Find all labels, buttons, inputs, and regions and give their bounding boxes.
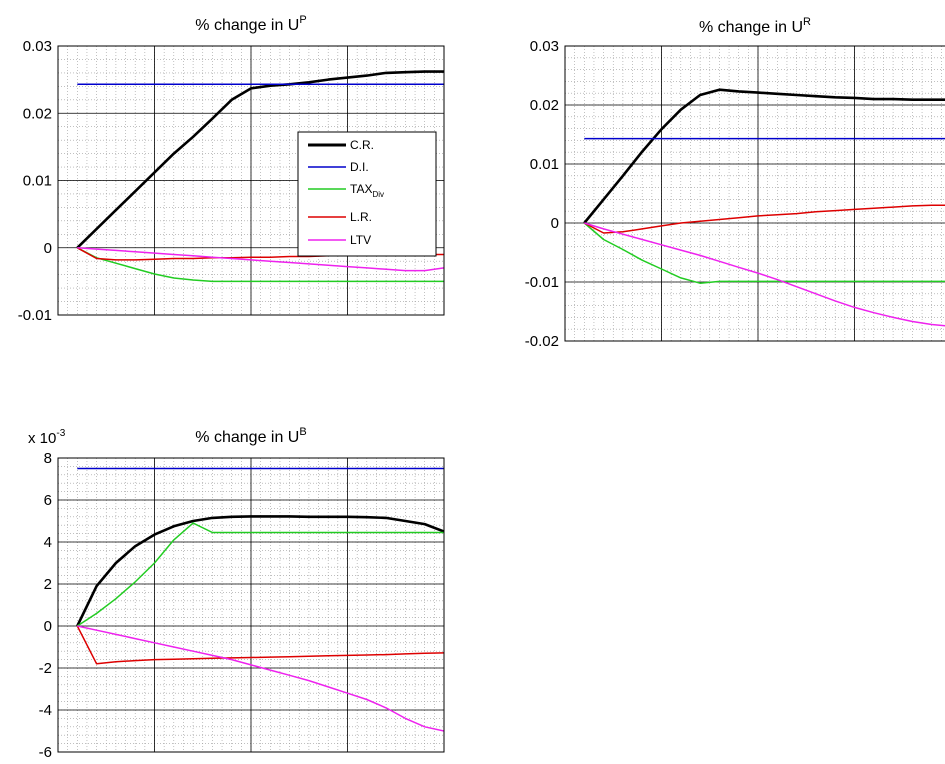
series-line-ltv (584, 222, 945, 327)
y-tick-label: -4 (39, 702, 52, 719)
y-tick-label: 0 (44, 240, 52, 257)
series-group (76, 70, 444, 283)
y-tick-label: 0.03 (23, 38, 52, 55)
chart-panel-ur: -0.02 -0.01 0 0.01 0.02 0.03 % change in UR (525, 16, 945, 350)
y-ticks: -0.01 0 0.01 0.02 0.03 (18, 38, 52, 324)
y-tick-label: 2 (44, 576, 52, 593)
y-tick-label: 6 (44, 492, 52, 509)
y-tick-label: -6 (39, 744, 52, 761)
legend: C.R. D.I. TAXDiv L.R. LTV (297, 131, 437, 257)
legend-label-lr: L.R. (350, 210, 372, 224)
series-line-c-r (76, 515, 444, 627)
plot-frame (57, 457, 445, 753)
y-tick-label: 0 (551, 215, 559, 232)
grid (565, 46, 945, 341)
legend-label-cr: C.R. (350, 138, 374, 152)
series-line-c-r (76, 70, 444, 249)
y-tick-label: -0.02 (525, 333, 559, 350)
series-line-ltv (77, 247, 444, 272)
grid (58, 458, 444, 752)
series-line-ltv (77, 625, 444, 732)
y-tick-label: 4 (44, 534, 52, 551)
y-tick-label: 0.02 (23, 105, 52, 122)
series-line-c-r (583, 88, 945, 224)
plot-frame (564, 45, 945, 342)
legend-label-di: D.I. (350, 160, 369, 174)
series-line-tax (583, 222, 945, 284)
y-tick-label: 0.01 (530, 156, 559, 173)
y-tick-label: 8 (44, 450, 52, 467)
series-line-tax (76, 522, 444, 627)
series-line-tax (76, 247, 444, 283)
y-tick-label: -0.01 (18, 307, 52, 324)
y-tick-label: 0.03 (530, 38, 559, 55)
series-line-l-r (583, 204, 945, 234)
series-group (583, 88, 945, 327)
y-ticks: -0.02 -0.01 0 0.01 0.02 0.03 (525, 38, 559, 350)
y-ticks: -6 -4 -2 0 2 4 6 8 (39, 450, 52, 761)
plot-frame (57, 45, 445, 316)
y-tick-label: 0.02 (530, 97, 559, 114)
legend-label-tax: TAXDiv (350, 182, 384, 199)
chart-title: % change in UP (195, 14, 306, 34)
y-tick-label: -0.01 (525, 274, 559, 291)
chart-title: % change in UR (699, 16, 811, 36)
series-line-l-r (76, 625, 444, 665)
y-tick-label: 0.01 (23, 173, 52, 190)
legend-box (297, 131, 437, 257)
y-tick-label: 0 (44, 618, 52, 635)
y-tick-label: -2 (39, 660, 52, 677)
chart-panel-up: -0.01 0 0.01 0.02 0.03 % change in UP C.R. D… (18, 14, 445, 324)
series-group (76, 467, 444, 732)
chart-title: % change in UB (195, 426, 306, 446)
y-axis-multiplier: x 10-3 (28, 428, 66, 447)
legend-label-ltv: LTV (350, 233, 371, 247)
chart-panel-ub: -6 -4 -2 0 2 4 6 8 x 10-3 % change in UB (28, 426, 445, 761)
